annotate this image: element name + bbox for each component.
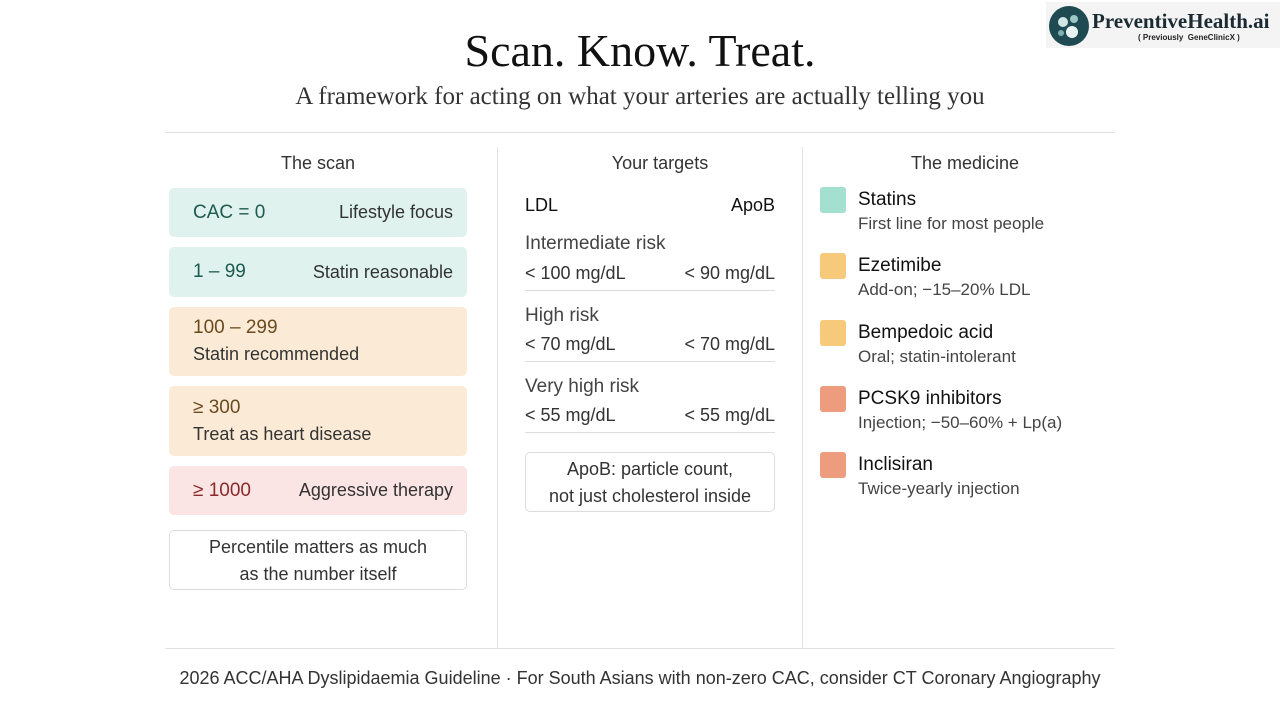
swatch [820, 187, 846, 213]
tier: ≥ 300 Treat as heart disease [169, 386, 467, 456]
tier-label: Treat as heart disease [193, 424, 372, 444]
separator [525, 432, 775, 433]
apob-target: < 55 mg/dL [684, 405, 775, 425]
ldl-target: < 70 mg/dL [525, 334, 616, 354]
tier-label: Lifestyle focus [338, 202, 453, 222]
separator [525, 361, 775, 362]
medicine-detail: Injection; −50–60% + Lp(a) [858, 412, 1063, 432]
swatch [820, 452, 846, 479]
divider [165, 132, 1115, 133]
tier: ≥ 1000 Aggressive therapy [169, 466, 467, 515]
tier: CAC = 0 Lifestyle focus [169, 188, 467, 237]
medicine-detail: First line for most people [858, 214, 1045, 233]
logo: PreventiveHealth.ai ( Previously GeneCli… [1046, 2, 1280, 48]
separator [525, 290, 775, 291]
apob-target: < 70 mg/dL [684, 334, 775, 354]
note-line: as the number itself [239, 564, 397, 584]
subtitle: A framework for acting on what your arte… [295, 83, 985, 110]
tier-label: Aggressive therapy [298, 480, 453, 500]
title: Scan. Know. Treat. [464, 25, 816, 76]
medicine-name: Inclisiran [858, 454, 933, 476]
divider [802, 147, 803, 648]
ldl-target: < 55 mg/dL [525, 405, 616, 425]
medicine-detail: Oral; statin-intolerant [858, 346, 1016, 366]
swatch [820, 385, 846, 412]
tier-range: ≥ 1000 [193, 479, 251, 501]
medicine-name: Statins [858, 189, 917, 210]
apob-target: < 90 mg/dL [684, 263, 775, 283]
column-heading: The scan [280, 153, 356, 173]
note-line: not just cholesterol inside [548, 486, 752, 506]
tier-range: CAC = 0 [193, 201, 266, 223]
logo-icon [1049, 6, 1089, 46]
medicine-name: Ezetimibe [858, 255, 942, 277]
logo-name: PreventiveHealth.ai [1092, 9, 1270, 33]
note-line: Percentile matters as much [208, 537, 428, 557]
divider [165, 648, 1115, 649]
column-heading: Your targets [611, 153, 709, 173]
medicine-detail: Twice-yearly injection [858, 479, 1020, 499]
column-label: ApoB [730, 195, 775, 215]
ldl-target: < 100 mg/dL [525, 263, 626, 283]
tier-range: 100 – 299 [193, 317, 278, 338]
footer: 2026 ACC/AHA Dyslipidaemia Guideline · F… [179, 668, 1101, 688]
tier-label: Statin recommended [193, 344, 360, 364]
tier-range: 1 – 99 [193, 261, 246, 282]
note: ApoB: particle count, not just cholester… [525, 452, 775, 512]
medicine-name: Bempedoic acid [858, 321, 994, 343]
risk-level: Intermediate risk [525, 233, 666, 254]
risk-level: High risk [525, 305, 599, 326]
column-heading: The medicine [910, 153, 1020, 173]
tier-label: Statin reasonable [312, 261, 453, 282]
risk-level: Very high risk [525, 376, 640, 397]
swatch [820, 253, 846, 280]
note-line: ApoB: particle count, [566, 459, 734, 479]
tier: 1 – 99 Statin reasonable [169, 247, 467, 297]
tier-range: ≥ 300 [193, 397, 241, 418]
column-label: LDL [525, 195, 559, 215]
logo-note: ( Previously GeneClinicX ) [1138, 33, 1240, 42]
tier: 100 – 299 Statin recommended [169, 307, 467, 376]
medicine-detail: Add-on; −15–20% LDL [858, 280, 1031, 300]
divider [497, 147, 498, 648]
medicine-name: PCSK9 inhibitors [858, 387, 1002, 409]
note: Percentile matters as much as the number… [169, 530, 467, 590]
swatch [820, 319, 846, 346]
